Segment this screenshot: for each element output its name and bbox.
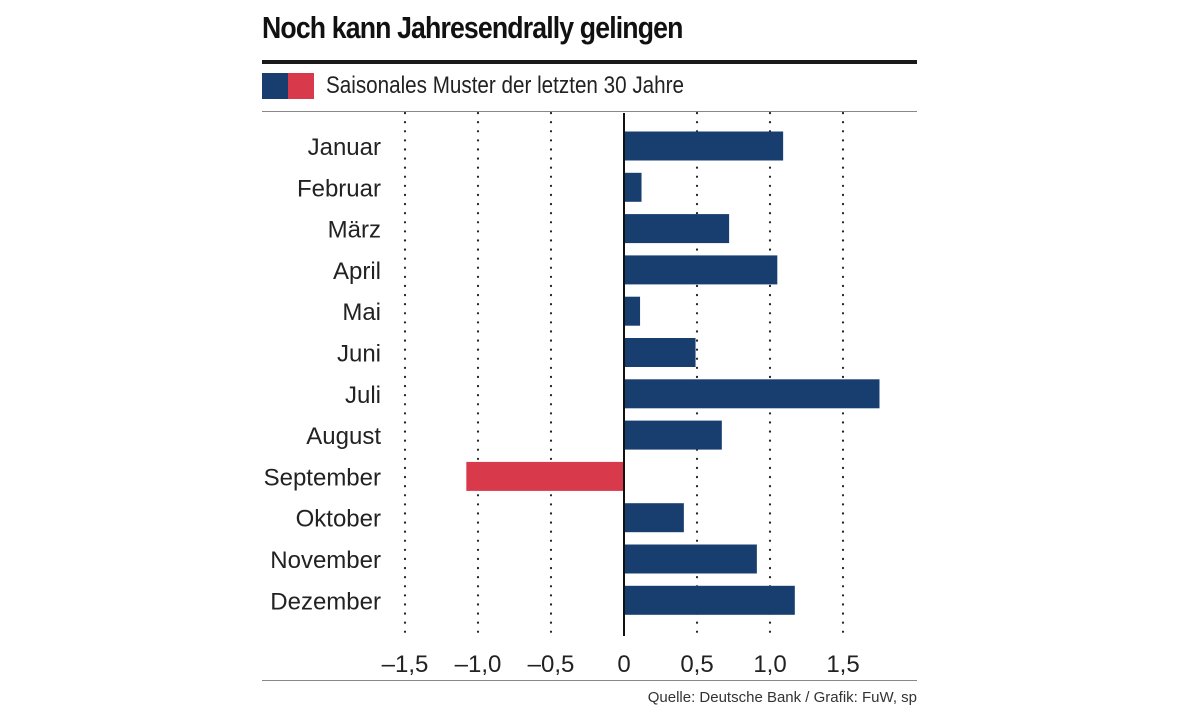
source-note: Quelle: Deutsche Bank / Grafik: FuW, sp bbox=[647, 689, 917, 706]
subtitle-rule bbox=[262, 111, 917, 112]
bar-dezember bbox=[624, 585, 795, 615]
tick-label: –1,0 bbox=[455, 651, 502, 678]
category-labels: Januar Februar März April Mai Juni Juli August S… bbox=[264, 134, 382, 615]
bar-märz bbox=[624, 214, 730, 244]
bar-april bbox=[624, 255, 778, 285]
legend-swatch-negative bbox=[288, 73, 314, 99]
category-label: Dezember bbox=[270, 588, 381, 615]
bar-februar bbox=[624, 172, 642, 202]
bar-januar bbox=[624, 131, 784, 161]
category-label: September bbox=[264, 464, 381, 491]
tick-label: 0,5 bbox=[680, 651, 713, 678]
tick-label: –1,5 bbox=[382, 651, 429, 678]
category-label: Juli bbox=[345, 382, 381, 409]
category-label: Oktober bbox=[296, 506, 381, 533]
bars bbox=[466, 131, 880, 615]
bar-august bbox=[624, 420, 722, 450]
tick-label: –0,5 bbox=[528, 651, 575, 678]
bar-november bbox=[624, 544, 757, 574]
category-label: Februar bbox=[297, 175, 381, 202]
legend-label: Saisonales Muster der letzten 30 Jahre bbox=[326, 72, 684, 99]
tick-label: 0 bbox=[617, 651, 630, 678]
chart-title: Noch kann Jahresendrally gelingen bbox=[262, 10, 683, 45]
bottom-rule bbox=[262, 680, 917, 681]
tick-labels: –1,5 –1,0 –0,5 0 0,5 1,0 1,5 bbox=[382, 651, 860, 678]
category-label: November bbox=[270, 547, 381, 574]
category-label: März bbox=[328, 217, 381, 244]
title-rule bbox=[262, 60, 917, 64]
bar-juli bbox=[624, 379, 880, 409]
category-label: Januar bbox=[308, 134, 381, 161]
category-label: August bbox=[306, 423, 381, 450]
tick-label: 1,0 bbox=[753, 651, 786, 678]
legend: Saisonales Muster der letzten 30 Jahre bbox=[262, 72, 742, 100]
bar-september bbox=[466, 461, 624, 491]
category-label: Juni bbox=[337, 341, 381, 368]
bar-mai bbox=[624, 296, 641, 326]
bar-juni bbox=[624, 338, 696, 367]
category-label: Mai bbox=[342, 299, 381, 326]
category-label: April bbox=[333, 258, 381, 285]
tick-label: 1,5 bbox=[826, 651, 859, 678]
bar-oktober bbox=[624, 503, 684, 533]
legend-swatch-positive bbox=[262, 73, 288, 99]
